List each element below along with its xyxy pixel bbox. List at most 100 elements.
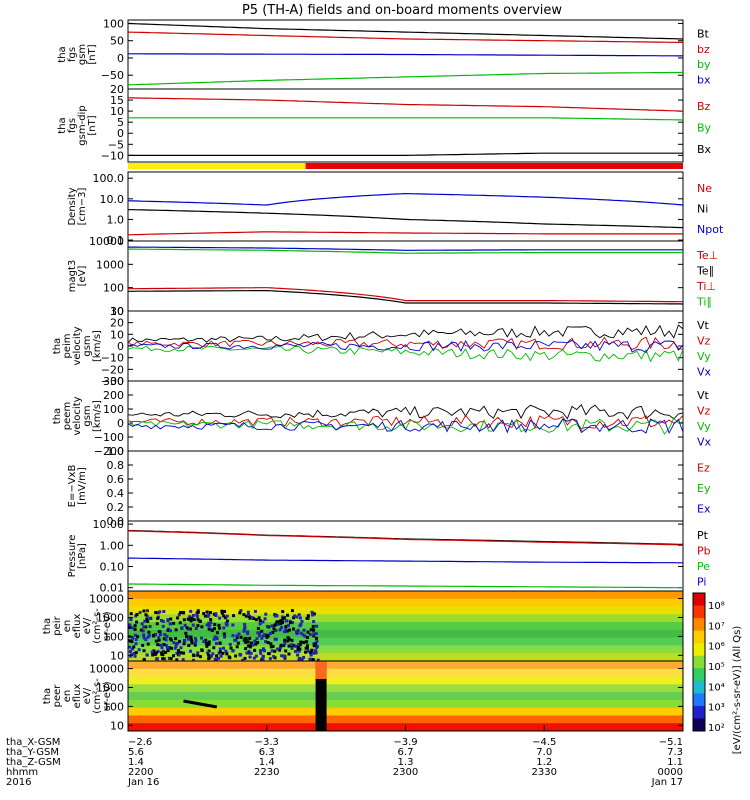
spectrogram-noise	[222, 626, 226, 630]
spectrogram-noise	[261, 655, 265, 659]
spectrogram-streak	[183, 699, 218, 709]
spectrogram-noise	[294, 644, 298, 648]
spectrogram-noise	[239, 635, 243, 639]
spectrogram-noise	[148, 616, 152, 620]
spectrogram-noise	[238, 653, 242, 657]
colorbar-tick-label: 10⁸	[708, 601, 725, 612]
spectrogram-noise	[208, 624, 212, 628]
spectrogram-noise	[139, 628, 143, 632]
spectrogram-noise	[193, 643, 197, 647]
spectrogram-band	[128, 715, 683, 724]
y-tick-label: 10.0	[100, 193, 125, 206]
spectrogram-noise	[169, 638, 173, 642]
spectrogram-noise	[146, 619, 150, 623]
spectrogram-noise	[170, 646, 174, 650]
spectrogram-noise	[238, 611, 242, 615]
spectrogram-noise	[305, 636, 309, 640]
spectrogram-noise	[202, 639, 206, 643]
spectrogram-noise	[290, 643, 294, 647]
spectrogram-noise	[200, 636, 204, 640]
spectrogram-noise	[203, 614, 207, 618]
spectrogram-noise	[222, 632, 226, 636]
spectrogram-noise	[287, 652, 291, 656]
spectrogram-noise	[166, 648, 170, 652]
spectrogram-noise	[310, 648, 314, 652]
y-tick-label: 0.8	[107, 459, 125, 472]
spectrogram-noise	[185, 626, 189, 630]
spectrogram-noise	[162, 643, 166, 647]
y-tick-label: −20	[101, 363, 124, 376]
spectrogram-noise	[312, 612, 316, 616]
spectrogram-noise	[295, 615, 299, 619]
spectrogram-noise	[130, 647, 134, 651]
y-axis-label-line: [nT]	[87, 44, 98, 64]
y-axis-label: E=−VxB [mV/m]	[67, 465, 88, 508]
spectrogram-noise	[283, 655, 287, 659]
spectrogram-noise	[218, 647, 222, 651]
spectrogram-noise	[182, 642, 186, 646]
spectrogram-noise	[128, 626, 132, 630]
spectrogram-noise	[160, 651, 164, 655]
colorbar-tick-label: 10⁵	[708, 662, 725, 673]
spectrogram-noise	[296, 653, 300, 657]
spectrogram-noise	[153, 633, 157, 637]
spectrogram-noise	[253, 639, 257, 643]
y-tick-label: 100	[103, 17, 124, 30]
spectrogram-noise	[309, 628, 313, 632]
legend-entry: Te⊥	[696, 249, 718, 262]
spectrogram-noise	[290, 644, 294, 648]
spectrogram-noise	[247, 615, 251, 619]
spectrogram-noise	[160, 646, 164, 650]
spectrogram-noise	[207, 642, 211, 646]
spectrogram-noise	[306, 614, 310, 618]
spectrogram-noise	[281, 619, 285, 623]
spectrogram-noise	[204, 638, 208, 642]
spectrogram-band	[128, 629, 683, 639]
spectrogram-noise	[133, 627, 137, 631]
spectrogram-noise	[219, 654, 223, 658]
spectrogram-band	[128, 645, 683, 654]
spectrogram-noise	[182, 611, 186, 615]
spectrogram-noise	[231, 649, 235, 653]
spectrogram-noise	[129, 612, 133, 616]
spectrogram-noise	[306, 630, 310, 634]
series-line-Bt	[127, 22, 684, 40]
y-axis-label: tha peim velocity gsm [km/s]	[52, 326, 103, 365]
spectrogram-noise	[207, 649, 211, 653]
spectrogram-noise	[246, 640, 250, 644]
spectrogram-noise	[196, 651, 200, 655]
y-axis-label-line: [km/s]	[92, 330, 103, 362]
spectrogram-noise	[177, 649, 181, 653]
spectrogram-noise	[137, 648, 141, 652]
spectrogram-noise	[212, 637, 216, 641]
spectrogram-noise	[271, 644, 275, 648]
spectrogram-noise	[163, 633, 167, 637]
colorbar-tick-label: 10²	[708, 723, 725, 734]
spectrogram-noise	[280, 654, 284, 658]
spectrogram-noise	[162, 637, 166, 641]
spectrogram-noise	[175, 658, 179, 662]
y-tick-label: 100.0	[93, 172, 125, 185]
spectrogram-noise	[287, 637, 291, 641]
y-axis-label-line: en	[62, 620, 73, 633]
spectrogram-noise	[278, 628, 282, 632]
y-axis-label-line: velocity	[72, 326, 83, 365]
spectrogram-noise	[314, 651, 318, 655]
spectrogram-noise	[195, 614, 199, 618]
y-tick-label: 1.0	[107, 213, 125, 226]
spectrogram-noise	[187, 643, 191, 647]
series-line-Bx	[128, 152, 683, 156]
spectrogram-noise	[234, 638, 238, 642]
spectrogram-noise	[316, 658, 320, 662]
y-tick-label: −10	[101, 149, 124, 162]
spectrogram-noise	[142, 649, 146, 653]
x-axis-value: 2230	[254, 767, 279, 778]
spectrogram-noise	[282, 644, 286, 648]
y-tick-label: 100	[103, 282, 124, 295]
x-axis-value: −3.3	[255, 737, 279, 748]
y-tick-label: −100	[94, 431, 124, 444]
series-line-By	[128, 117, 684, 121]
spectrogram-noise	[222, 646, 226, 650]
spectrogram-noise	[254, 642, 258, 646]
